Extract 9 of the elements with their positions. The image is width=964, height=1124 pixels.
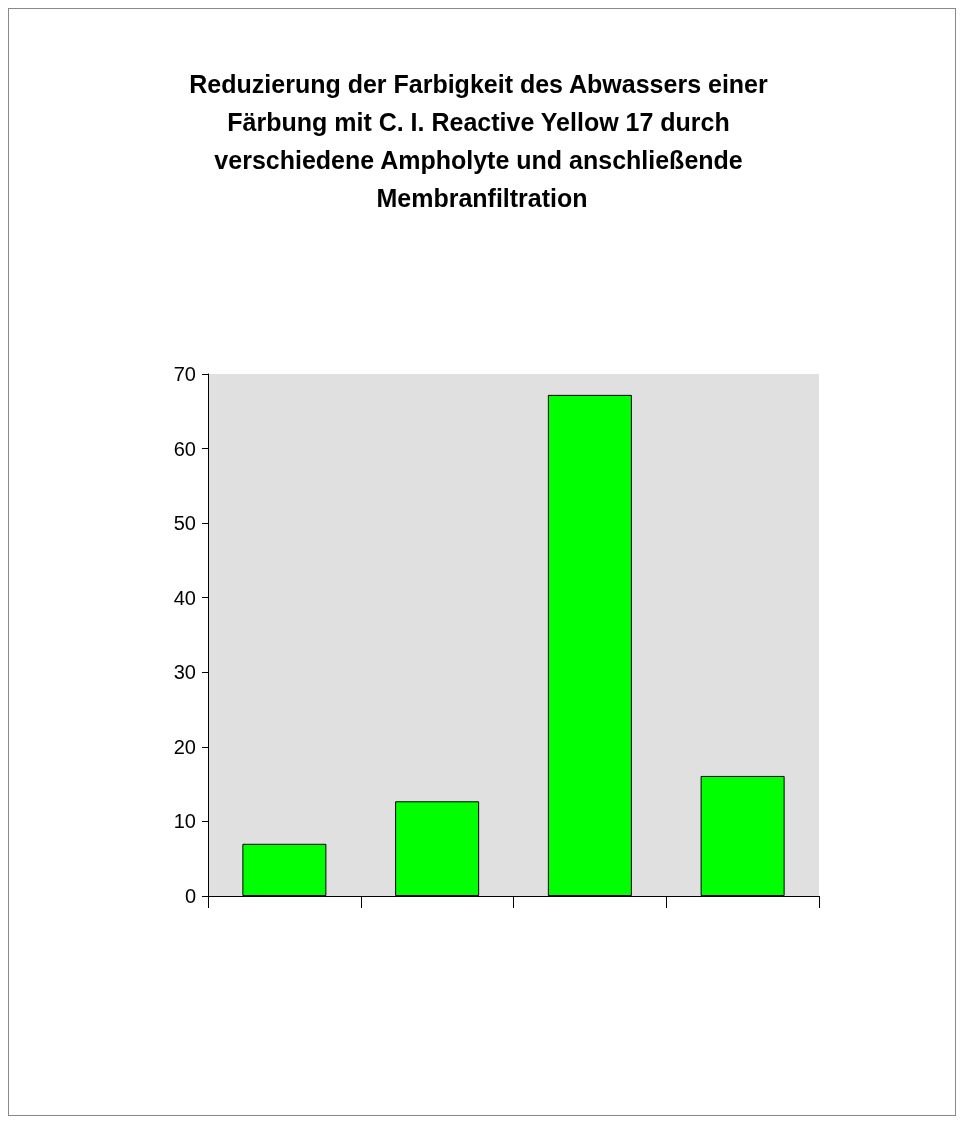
y-tick-label: 60 (173, 437, 196, 460)
y-tick-label: 20 (173, 735, 196, 758)
y-tick-label: 50 (173, 512, 196, 535)
y-tick-label: 0 (184, 885, 196, 907)
y-tick-label: 10 (173, 810, 196, 833)
chart-title: Reduzierung der Farbigkeit des Abwassers einer Färbung mit C. I. Reactive Yellow 17 durch verschiedene Ampholyte und anschließende Membranfiltration (189, 70, 775, 212)
y-tick-label: 30 (173, 661, 196, 684)
y-tick-label: 40 (173, 586, 196, 609)
y-tick-label: 70 (173, 363, 196, 385)
